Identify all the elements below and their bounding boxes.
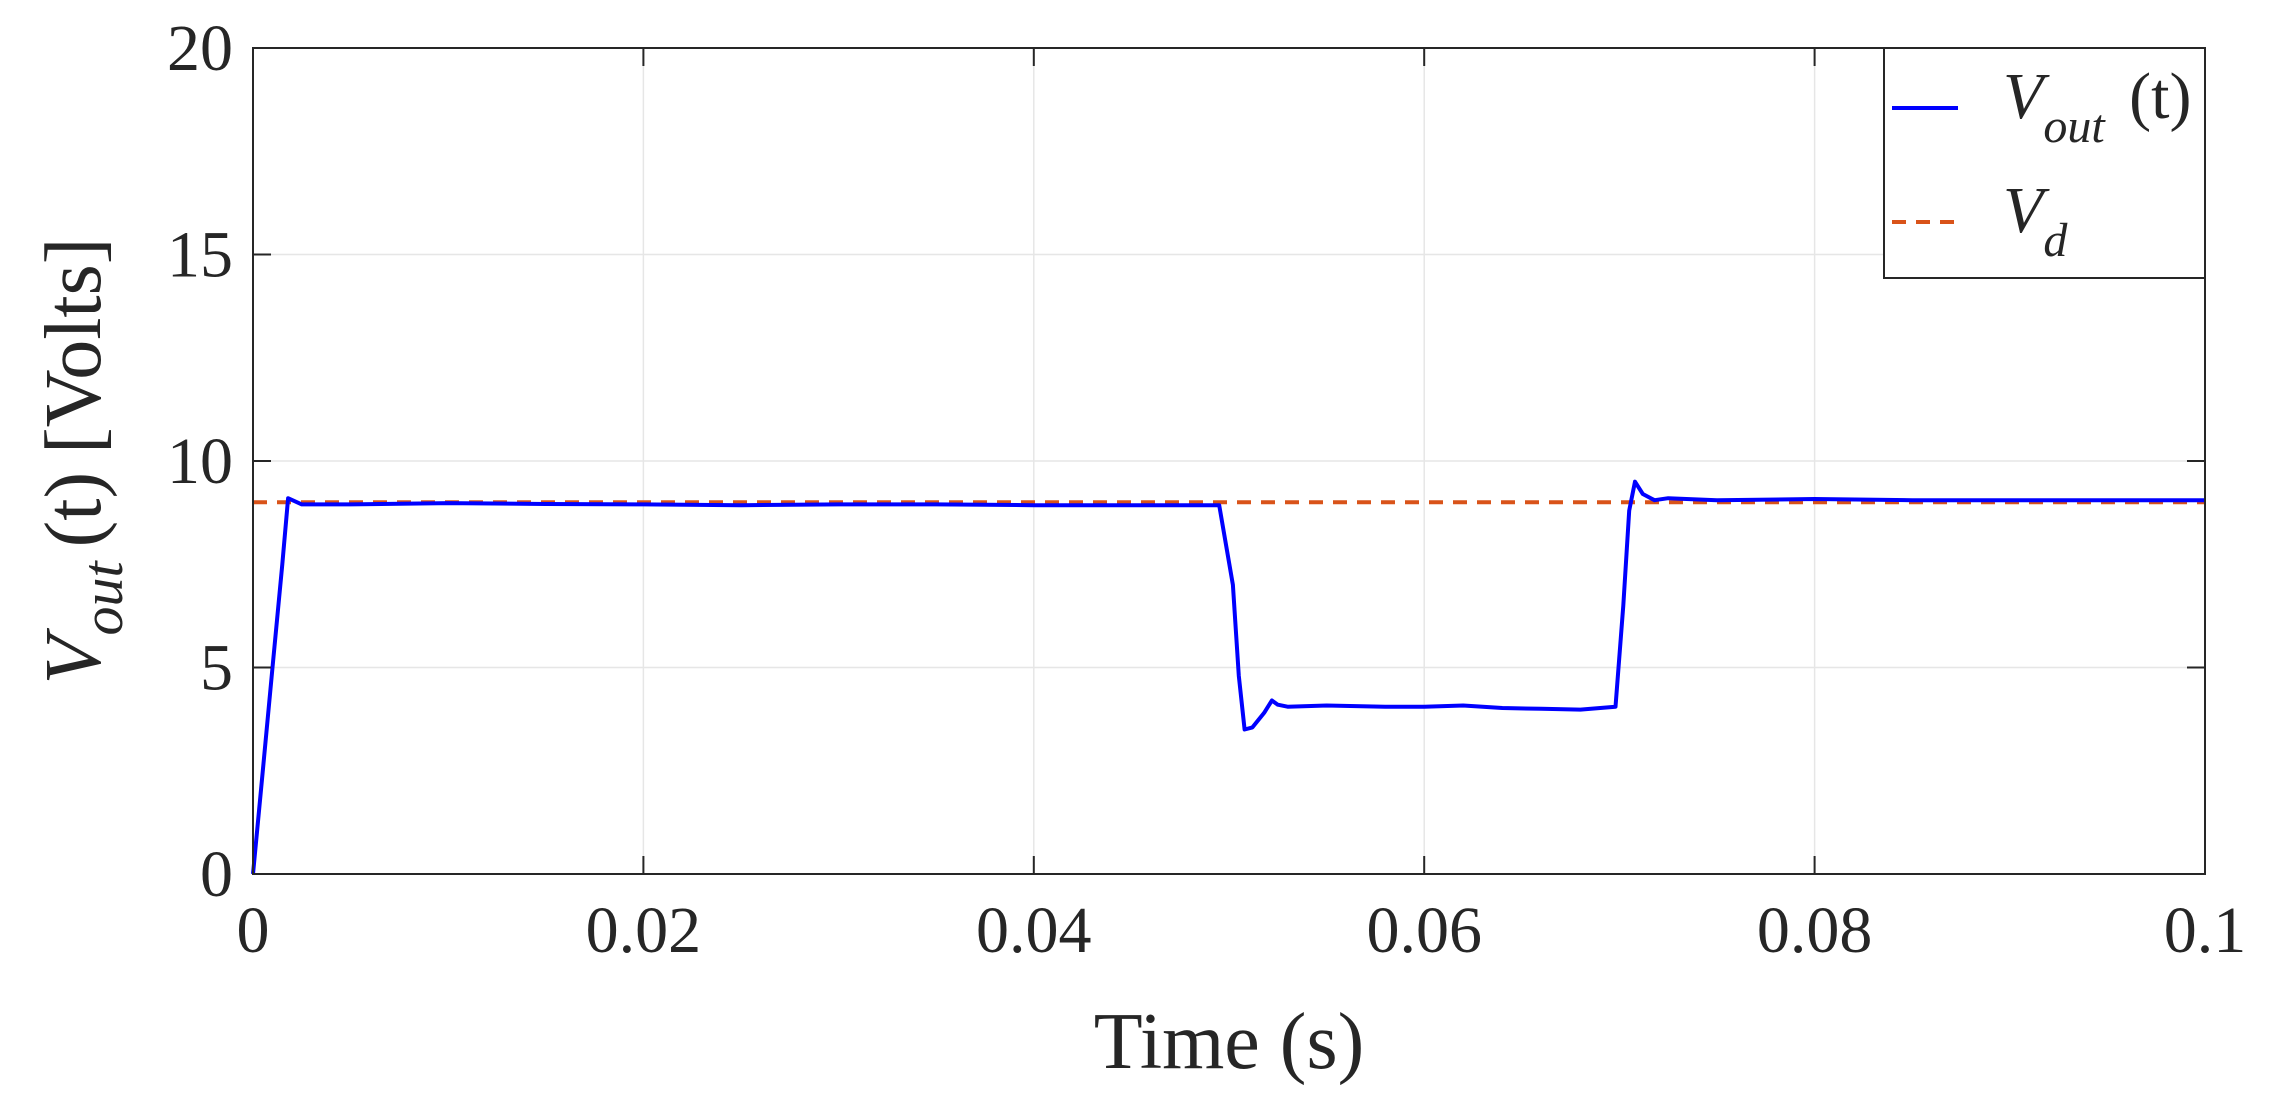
- legend-vout-sub: out: [2043, 100, 2106, 153]
- series-line-v-out-t-: [251, 479, 2205, 875]
- y-tick-label: 5: [200, 632, 233, 705]
- legend-vout-suffix: (t): [2113, 60, 2192, 133]
- x-tick-label: 0.08: [1757, 894, 1873, 967]
- y-tick-label: 10: [167, 425, 233, 498]
- svg-text:Vout(t)[Volts]: Vout (t) [Volts]: [30, 238, 135, 685]
- y-axis-label-unit: [Volts]: [30, 238, 118, 454]
- legend-entry-vout: Vout (t): [2003, 60, 2191, 153]
- legend-vout-main: V: [2003, 60, 2050, 133]
- y-tick-label: 15: [167, 219, 233, 292]
- x-tick-label: 0.02: [586, 894, 702, 967]
- legend-box: [1883, 47, 2206, 279]
- plot-series: [251, 479, 2205, 875]
- x-axis-label: Time (s): [1094, 998, 1364, 1086]
- legend: Vout (t) Vd: [1883, 47, 2206, 279]
- legend-vd-sub: d: [2043, 214, 2068, 267]
- x-tick-labels: 0 0.02 0.04 0.06 0.08 0.1: [237, 894, 2247, 967]
- y-tick-labels: 0 5 10 15 20: [167, 12, 233, 911]
- x-tick-label: 0.1: [2164, 894, 2247, 967]
- x-tick-label: 0: [237, 894, 270, 967]
- x-tick-label: 0.04: [976, 894, 1092, 967]
- y-axis-label-sub: out: [70, 560, 135, 636]
- x-tick-label: 0.06: [1366, 894, 1482, 967]
- y-tick-label: 20: [167, 12, 233, 85]
- legend-vd-main: V: [2003, 174, 2050, 247]
- legend-entry-vd: Vd: [2003, 174, 2068, 267]
- y-tick-label: 0: [200, 838, 233, 911]
- y-axis-label-arg: (t): [30, 472, 118, 548]
- y-axis-label: Vout (t) [Volts]: [30, 238, 135, 685]
- y-axis-label-main: V: [30, 627, 118, 684]
